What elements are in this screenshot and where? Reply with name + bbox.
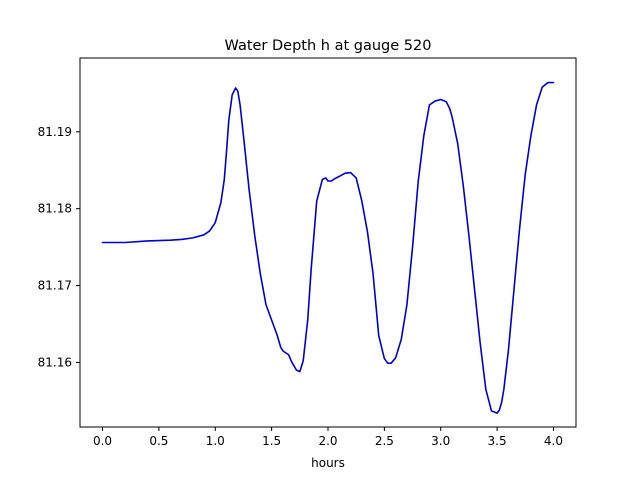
x-tick-label: 1.5: [262, 434, 281, 448]
plot-area: [101, 81, 555, 414]
x-tick-label: 3.0: [431, 434, 450, 448]
x-tick-label: 2.0: [318, 434, 337, 448]
y-tick-label: 81.19: [38, 125, 72, 139]
chart-title: Water Depth h at gauge 520: [225, 38, 432, 54]
x-axis: 0.0 0.5 1.0 1.5 2.0 2.5 3.0 3.5 4.0: [93, 427, 563, 448]
y-tick-label: 81.18: [38, 202, 72, 216]
x-tick-label: 3.5: [488, 434, 507, 448]
y-axis: 81.16 81.17 81.18 81.19: [38, 125, 80, 369]
x-tick-label: 0.5: [149, 434, 168, 448]
x-tick-label: 0.0: [93, 434, 112, 448]
x-tick-label: 2.5: [375, 434, 394, 448]
x-axis-label: hours: [311, 456, 345, 470]
series-line: [101, 81, 555, 414]
y-tick-label: 81.17: [38, 279, 72, 293]
x-tick-label: 1.0: [206, 434, 225, 448]
x-tick-label: 4.0: [544, 434, 563, 448]
y-tick-label: 81.16: [38, 355, 72, 369]
